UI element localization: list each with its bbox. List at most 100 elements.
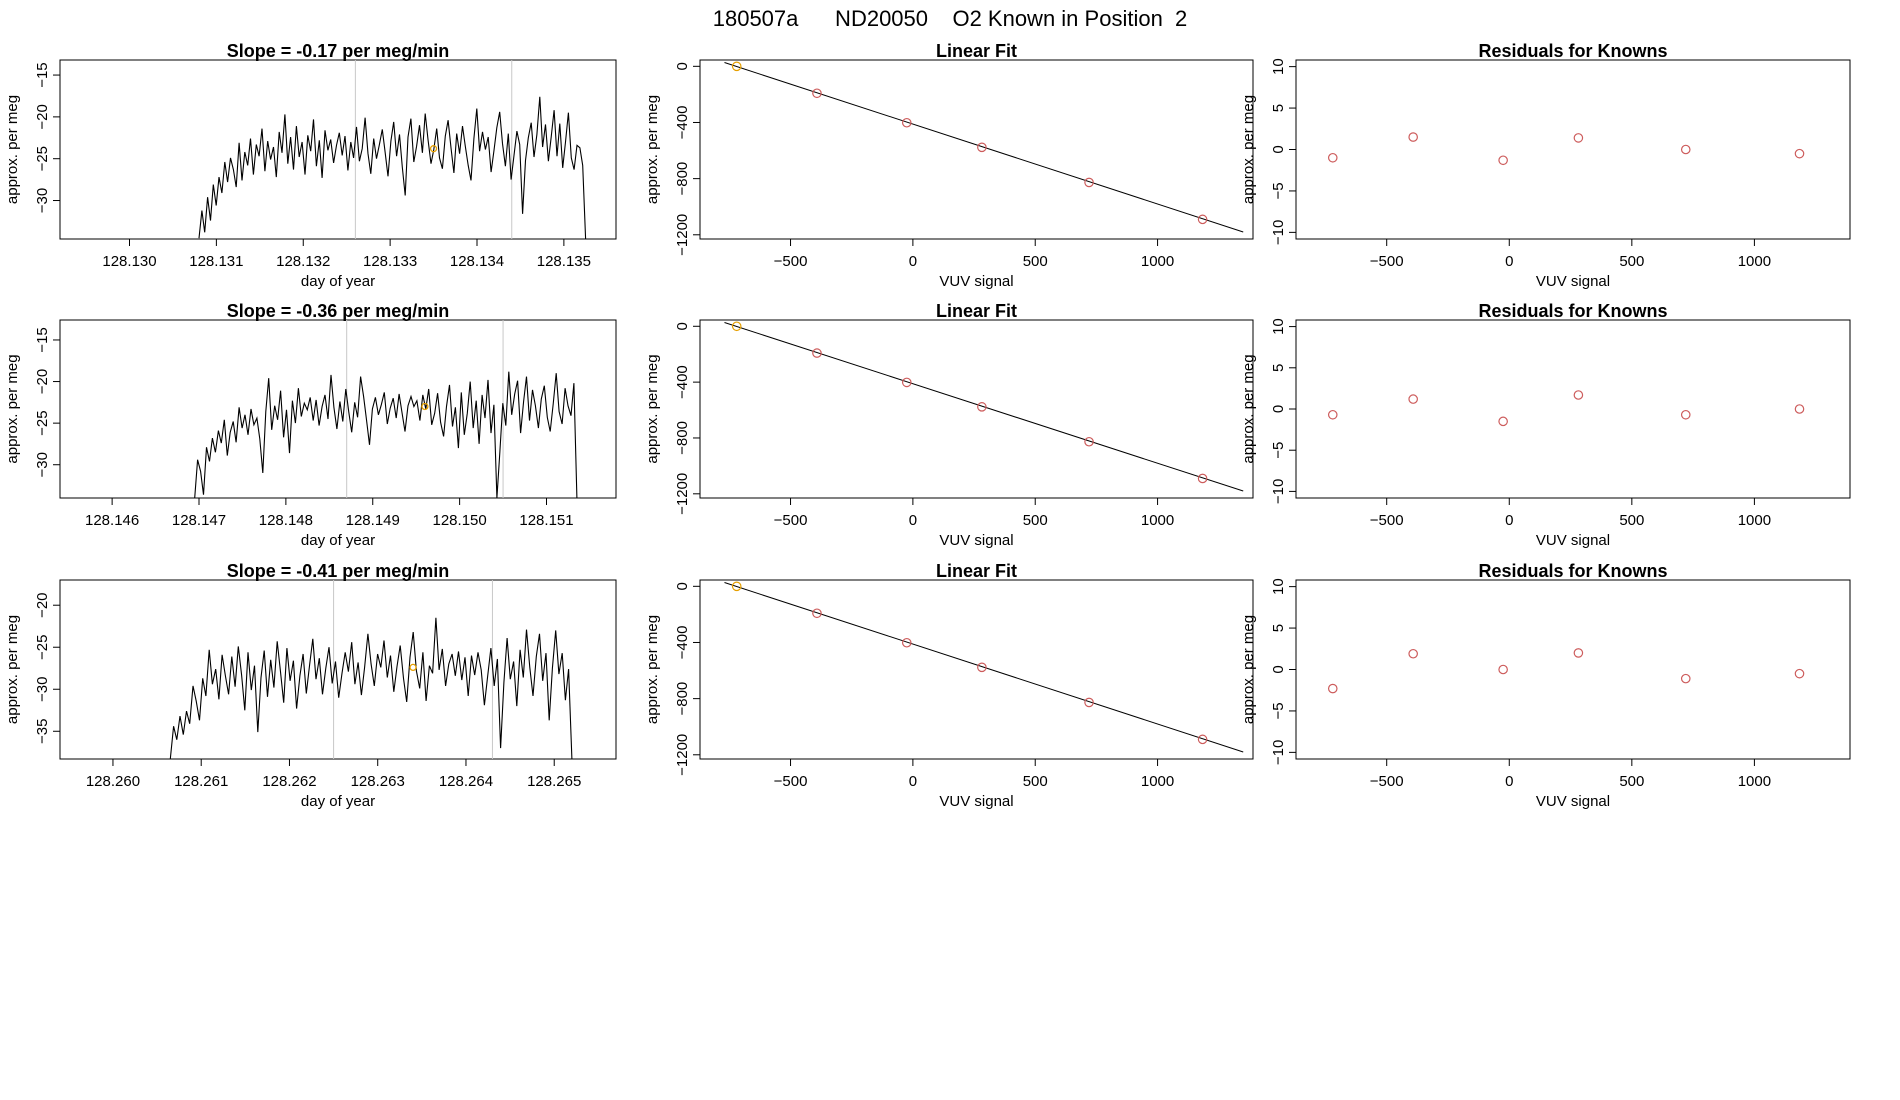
x-tick-label: 0 [1505, 773, 1513, 790]
data-point [812, 348, 822, 358]
highlight-point [409, 663, 417, 672]
x-tick-label: 128.132 [276, 253, 330, 270]
y-tick-label: −25 [34, 410, 51, 435]
time-series-line [198, 96, 587, 239]
x-tick-label: 128.148 [259, 512, 313, 529]
plot-area [1327, 390, 1805, 427]
plot-area [1327, 132, 1805, 166]
y-tick-label: −10 [1270, 479, 1287, 504]
x-tick-label: 1000 [1141, 773, 1174, 790]
x-tick-label: 0 [909, 253, 917, 270]
plot-frame [699, 59, 1254, 240]
data-point [1197, 214, 1208, 225]
data-point [1498, 155, 1508, 166]
x-tick-label: 128.130 [102, 253, 156, 270]
data-point [1408, 394, 1418, 404]
y-tick-label: 5 [1270, 624, 1287, 632]
y-tick-label: 0 [674, 322, 691, 330]
y-tick-label: −20 [34, 592, 51, 617]
y-tick-label: −15 [34, 327, 51, 352]
x-axis-label: VUV signal [1536, 273, 1610, 290]
data-point [731, 61, 742, 72]
panels-grid: Slope = -0.17 per meg/min 128.130 128.131 1… [4, 41, 1851, 810]
plot-frame [59, 319, 617, 499]
data-point [1573, 133, 1584, 143]
x-tick-label: 128.263 [351, 773, 405, 790]
y-tick-label: −10 [1270, 740, 1287, 765]
y-tick-label: −15 [34, 62, 51, 87]
x-axis-label: VUV signal [1536, 793, 1610, 810]
plot-area [724, 61, 1244, 233]
plot-area [724, 321, 1244, 492]
x-tick-label: −500 [1370, 253, 1404, 270]
x-tick-label: 500 [1619, 253, 1644, 270]
y-tick-label: −30 [34, 452, 51, 477]
panel-title: Residuals for Knowns [1478, 301, 1667, 321]
y-axis-label: approx. per meg [1240, 615, 1257, 724]
plot-area [194, 371, 578, 498]
plot-frame [699, 579, 1254, 760]
y-tick-label: −10 [1270, 220, 1287, 245]
y-axis-label: approx. per meg [644, 354, 661, 463]
y-tick-label: 5 [1270, 104, 1287, 112]
data-point [1498, 664, 1508, 675]
x-tick-label: 500 [1023, 253, 1048, 270]
x-tick-label: 500 [1619, 773, 1644, 790]
x-tick-label: 128.261 [174, 773, 228, 790]
data-point [901, 117, 912, 128]
y-tick-label: −5 [1270, 442, 1287, 459]
data-point [812, 608, 822, 619]
data-point [1794, 148, 1805, 159]
y-tick-label: 10 [1270, 578, 1287, 595]
x-tick-label: 1000 [1738, 773, 1771, 790]
y-tick-label: −800 [674, 421, 691, 455]
x-tick-label: 128.265 [527, 773, 581, 790]
y-tick-label: 10 [1270, 58, 1287, 75]
panel-2: Linear Fit −500 0 500 1000 0 −400 −800 −1200 VUV … [644, 41, 1254, 290]
y-tick-label: 0 [1270, 665, 1287, 673]
y-tick-label: −1200 [674, 734, 691, 776]
x-tick-label: 1000 [1738, 512, 1771, 529]
panel-6: Residuals for Knowns −500 0 500 1000 10 5 0 −5 −1… [1240, 301, 1851, 549]
plot-area [169, 617, 573, 759]
fit-line [724, 582, 1244, 753]
panel-1: Slope = -0.17 per meg/min 128.130 128.131 1… [4, 41, 617, 290]
x-tick-label: −500 [1370, 773, 1404, 790]
y-tick-label: −30 [34, 677, 51, 702]
plot-area [724, 581, 1244, 753]
data-point [1408, 132, 1418, 142]
x-tick-label: −500 [774, 773, 808, 790]
x-tick-label: 128.260 [86, 773, 140, 790]
data-point [1794, 404, 1805, 414]
data-point [1084, 177, 1094, 188]
x-tick-label: 128.135 [537, 253, 591, 270]
y-tick-label: −25 [34, 635, 51, 660]
panel-title: Linear Fit [936, 561, 1017, 581]
panel-title: Slope = -0.36 per meg/min [227, 301, 450, 321]
highlight-point [421, 402, 429, 411]
x-tick-label: 1000 [1141, 512, 1174, 529]
x-tick-label: 0 [909, 773, 917, 790]
x-tick-label: 0 [909, 512, 917, 529]
y-axis-label: approx. per meg [4, 95, 21, 204]
panel-4: Slope = -0.36 per meg/min 128.146 128.147 1… [4, 301, 617, 549]
time-series-line [194, 371, 578, 498]
x-axis-label: day of year [301, 793, 375, 810]
data-point [977, 142, 987, 153]
plot-frame [1295, 59, 1851, 240]
data-point [1197, 473, 1208, 484]
x-tick-label: 128.264 [439, 773, 493, 790]
x-tick-label: 500 [1023, 773, 1048, 790]
x-tick-label: 0 [1505, 512, 1513, 529]
x-tick-label: 128.149 [346, 512, 400, 529]
y-axis-label: approx. per meg [1240, 354, 1257, 463]
panel-7: Slope = -0.41 per meg/min 128.260 128.261 1… [4, 561, 617, 810]
y-tick-label: 0 [674, 62, 691, 70]
data-point [1197, 734, 1208, 745]
data-point [731, 321, 742, 332]
data-point [1680, 673, 1691, 684]
x-tick-label: −500 [774, 512, 808, 529]
time-series-line [169, 617, 573, 759]
y-axis-label: approx. per meg [644, 95, 661, 204]
